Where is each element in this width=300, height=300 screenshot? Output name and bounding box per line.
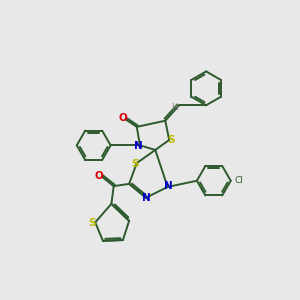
Text: S: S bbox=[131, 159, 139, 169]
Text: N: N bbox=[134, 141, 143, 151]
Text: Cl: Cl bbox=[235, 176, 244, 185]
Text: N: N bbox=[142, 194, 150, 203]
Text: S: S bbox=[88, 218, 96, 228]
Text: S: S bbox=[167, 135, 174, 145]
Text: O: O bbox=[95, 171, 103, 181]
Text: O: O bbox=[118, 113, 127, 123]
Text: N: N bbox=[164, 181, 173, 191]
Text: H: H bbox=[171, 103, 178, 112]
